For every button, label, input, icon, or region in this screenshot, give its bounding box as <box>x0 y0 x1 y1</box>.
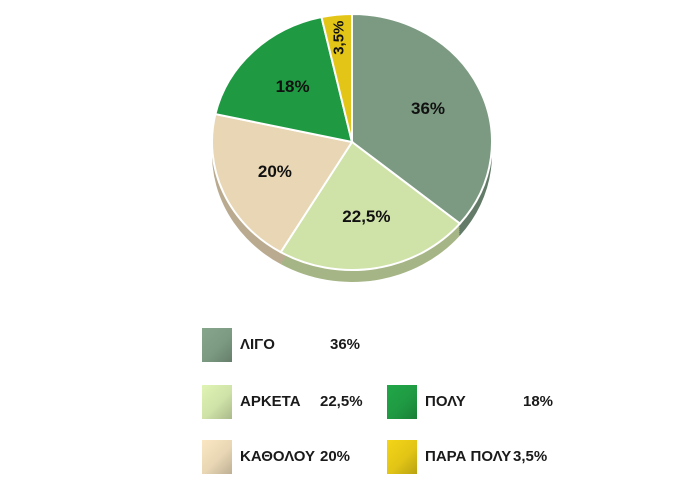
legend-swatch-1 <box>202 385 232 419</box>
pie-slice-4 <box>320 12 353 143</box>
pie-slice-3 <box>214 15 354 144</box>
legend-swatch-0 <box>202 328 232 362</box>
slice-label-4: 3,5% <box>330 21 347 55</box>
slice-label-0: 36% <box>411 99 445 118</box>
pie-chart-graphic: 36% 22,5% 20% 18% 3,5% <box>211 12 493 282</box>
legend-item-4: ΠΑΡΑ ΠΟΛΥ 3,5% <box>387 440 563 474</box>
legend-item-1: ΑΡΚΕΤΑ 22,5% <box>202 385 370 419</box>
legend-label-3: ΠΟΛΥ <box>425 393 466 410</box>
legend-item-3: ΠΟΛΥ 18% <box>387 385 573 419</box>
legend-value-3: 18% <box>523 393 554 410</box>
legend-label-1: ΑΡΚΕΤΑ <box>240 393 301 410</box>
slice-label-1: 22,5% <box>342 207 390 226</box>
legend-swatch-2 <box>202 440 232 474</box>
slice-label-2: 20% <box>258 162 292 181</box>
legend-item-0: ΛΙΓΟ 36% <box>202 328 380 362</box>
legend-value-1: 22,5% <box>320 393 363 410</box>
legend-value-0: 36% <box>330 336 361 353</box>
pie-slice-2 <box>211 112 354 254</box>
legend-value-4: 3,5% <box>513 448 548 465</box>
pie-slice-1 <box>279 140 462 271</box>
legend-label-0: ΛΙΓΟ <box>240 336 275 353</box>
legend-item-2: ΚΑΘΟΛΟΥ 20% <box>202 440 370 474</box>
legend-label-2: ΚΑΘΟΛΟΥ <box>240 448 316 465</box>
legend-label-4: ΠΑΡΑ ΠΟΛΥ <box>425 448 512 465</box>
pie-slice-0 <box>351 12 493 225</box>
legend-swatch-4 <box>387 440 417 474</box>
slice-label-3: 18% <box>276 77 310 96</box>
legend-value-2: 20% <box>320 448 351 465</box>
legend-swatch-3 <box>387 385 417 419</box>
